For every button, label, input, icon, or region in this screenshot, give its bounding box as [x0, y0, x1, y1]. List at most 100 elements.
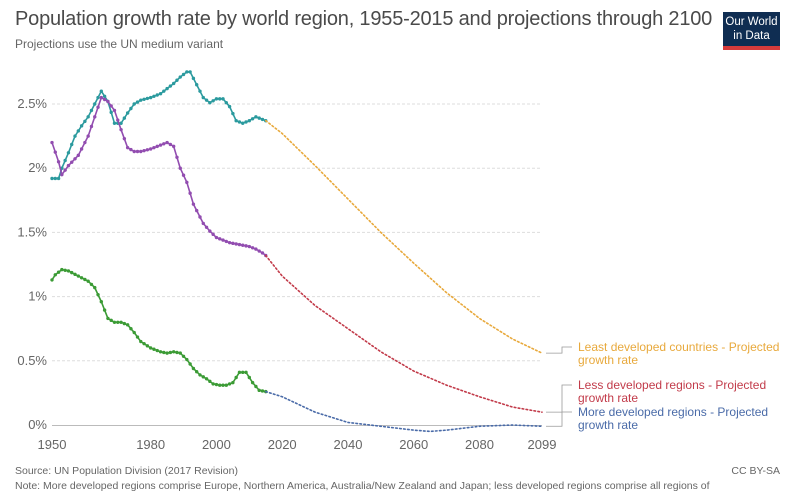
series-line: [51, 268, 266, 393]
data-point: [198, 215, 202, 219]
series-1: [50, 95, 268, 258]
data-point: [231, 380, 235, 385]
series-line: [52, 71, 267, 180]
data-point: [122, 136, 127, 141]
data-point: [53, 273, 57, 277]
data-point: [188, 70, 192, 74]
data-point: [188, 191, 192, 195]
data-point: [96, 292, 100, 297]
data-point: [211, 99, 215, 103]
owid-logo[interactable]: Our World in Data: [723, 12, 780, 50]
data-point: [158, 350, 163, 354]
legend-connector: [546, 346, 572, 354]
data-point: [152, 347, 156, 351]
data-point: [211, 232, 215, 237]
data-point: [73, 157, 77, 161]
data-point: [50, 176, 54, 181]
data-point: [132, 102, 136, 106]
data-point: [204, 98, 209, 102]
data-point: [250, 117, 255, 121]
data-point: [89, 282, 94, 287]
data-point: [214, 235, 219, 240]
y-tick-label: 0%: [28, 417, 47, 432]
data-point: [93, 115, 97, 119]
data-point: [257, 116, 261, 120]
data-point: [63, 168, 67, 172]
data-point: [227, 104, 232, 109]
data-point: [119, 127, 123, 132]
data-point: [142, 341, 146, 346]
data-point: [165, 86, 169, 91]
data-point: [165, 351, 169, 355]
data-point: [158, 143, 163, 147]
data-point: [142, 97, 146, 101]
data-point: [135, 149, 140, 154]
data-point: [70, 160, 74, 164]
data-point: [191, 76, 196, 81]
data-point: [106, 316, 110, 321]
data-point: [254, 115, 258, 119]
data-point: [221, 97, 225, 101]
data-point: [194, 370, 199, 374]
footnote: Note: More developed regions comprise Eu…: [15, 480, 710, 492]
data-point: [257, 388, 261, 393]
data-point: [198, 89, 202, 93]
data-point: [155, 348, 159, 353]
data-point: [89, 124, 94, 129]
data-point: [112, 108, 117, 113]
data-point: [152, 145, 156, 150]
data-point: [155, 144, 159, 149]
data-point: [185, 357, 189, 362]
data-point: [145, 148, 150, 152]
data-point: [70, 142, 74, 147]
data-point: [83, 119, 87, 124]
data-point: [227, 240, 232, 245]
data-point: [250, 246, 255, 250]
data-point: [66, 163, 71, 168]
data-point: [53, 176, 57, 181]
data-point: [76, 153, 81, 158]
data-point: [221, 238, 225, 242]
data-point: [155, 93, 159, 97]
data-point: [63, 158, 67, 163]
data-point: [201, 95, 205, 100]
series-3: [264, 119, 543, 354]
data-point: [185, 70, 189, 74]
data-point: [178, 75, 182, 79]
data-point: [175, 78, 179, 82]
data-point: [112, 320, 117, 324]
data-point: [244, 370, 248, 375]
logo-line-2: in Data: [733, 30, 770, 42]
series-4: [264, 254, 543, 413]
data-point: [63, 268, 67, 272]
series-line: [264, 254, 543, 413]
data-point: [162, 142, 166, 146]
data-point: [122, 116, 127, 120]
data-point: [102, 94, 107, 98]
data-point: [99, 89, 104, 93]
data-point: [96, 95, 100, 100]
y-tick-label: 2%: [28, 160, 47, 175]
data-point: [178, 351, 182, 355]
data-point: [260, 389, 265, 393]
y-tick-label: 0.5%: [17, 353, 47, 368]
data-point: [86, 279, 90, 283]
data-point: [148, 147, 153, 151]
data-point: [171, 144, 176, 149]
legend-connector: [546, 384, 572, 413]
data-point: [241, 370, 245, 375]
data-point: [257, 249, 261, 253]
data-point: [158, 92, 163, 96]
data-point: [79, 124, 84, 128]
x-tick-label: 2040: [334, 437, 363, 452]
data-point: [168, 142, 173, 147]
y-tick-label: 2.5%: [17, 96, 47, 111]
data-point: [247, 375, 252, 380]
data-point: [86, 115, 90, 119]
data-point: [241, 121, 245, 125]
series-5: [264, 390, 543, 433]
data-point: [218, 237, 222, 241]
data-point: [56, 176, 61, 181]
data-point: [218, 97, 222, 101]
license-label[interactable]: CC BY-SA: [731, 465, 780, 477]
